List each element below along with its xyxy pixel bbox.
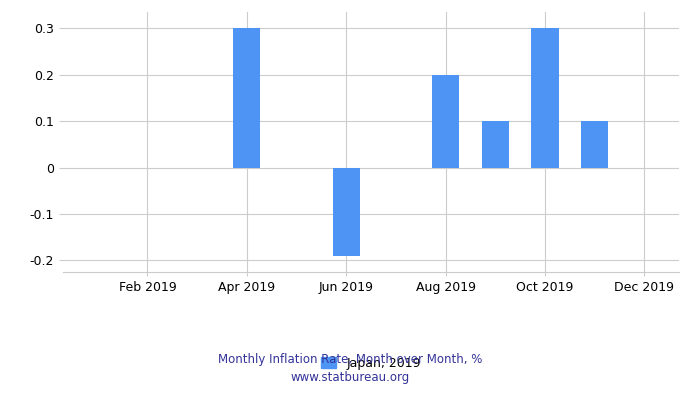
Legend: Japan, 2019: Japan, 2019 — [316, 352, 426, 375]
Bar — [581, 121, 608, 168]
Bar — [233, 28, 260, 168]
Bar — [432, 75, 459, 168]
Bar — [482, 121, 509, 168]
Bar — [531, 28, 559, 168]
Text: Monthly Inflation Rate, Month over Month, %: Monthly Inflation Rate, Month over Month… — [218, 354, 482, 366]
Bar — [332, 168, 360, 256]
Text: www.statbureau.org: www.statbureau.org — [290, 372, 410, 384]
